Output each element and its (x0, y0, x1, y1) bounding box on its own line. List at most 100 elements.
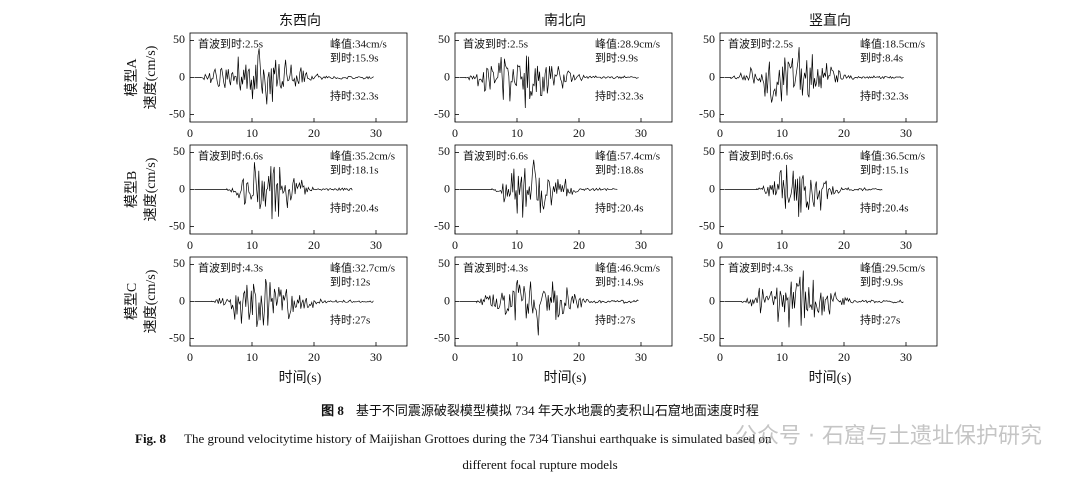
row-y-label: 速度(cm/s) (143, 157, 159, 221)
waveform (194, 48, 374, 105)
x-tick-label: 0 (452, 238, 458, 252)
row-model-label: 模型B (124, 171, 140, 208)
x-tick-label: 0 (452, 126, 458, 140)
x-tick-label: 10 (511, 126, 523, 140)
caption-en: Fig. 8 The ground velocitytime history of… (135, 431, 772, 446)
y-tick-label: -50 (699, 106, 715, 120)
caption-text-zh: 基于不同震源破裂模型模拟 734 年天水地震的麦积山石窟地面速度时程 (356, 403, 759, 418)
x-tick-label: 0 (187, 238, 193, 252)
row-model-label: 模型A (124, 58, 140, 97)
y-tick-label: -50 (434, 330, 450, 344)
annotation-arrival: 首波到时:6.6s (463, 149, 528, 163)
caption-label-en: Fig. 8 (135, 431, 167, 446)
column-title: 南北向 (544, 13, 586, 29)
annotation-peak-time: 到时:15.9s (330, 52, 379, 65)
y-tick-label: 50 (438, 256, 450, 270)
y-tick-label: 0 (709, 293, 715, 307)
waveform (724, 164, 883, 217)
axes-frame (719, 144, 938, 235)
waveform (724, 47, 904, 103)
y-tick-label: 0 (709, 181, 715, 195)
annotation-duration: 持时:32.3s (595, 89, 644, 103)
y-tick-label: 50 (438, 144, 450, 158)
y-tick-label: 50 (703, 32, 715, 46)
annotation-peak-time: 到时:9.9s (595, 52, 638, 65)
column-title: 竖直向 (809, 12, 851, 29)
watermark: 公众号 · 石窟与土遗址保护研究 (735, 424, 1042, 449)
x-axis-label: 时间(s) (544, 370, 587, 386)
caption-zh: 图 8 基于不同震源破裂模型模拟 734 年天水地震的麦积山石窟地面速度时程 (321, 403, 759, 418)
annotation-duration: 持时:20.4s (860, 201, 909, 215)
x-tick-label: 20 (838, 126, 850, 140)
annotation-peak-time: 到时:12s (330, 276, 370, 289)
annotation-duration: 持时:32.3s (860, 89, 909, 103)
annotation-duration: 持时:32.3s (330, 89, 379, 103)
x-tick-label: 10 (776, 350, 788, 364)
annotation-duration: 持时:20.4s (595, 201, 644, 215)
annotation-peak: 峰值:34cm/s (330, 38, 387, 51)
y-tick-label: 0 (444, 293, 450, 307)
x-tick-label: 0 (187, 350, 193, 364)
annotation-duration: 持时:27s (595, 313, 635, 327)
annotation-peak: 峰值:32.7cm/s (330, 262, 395, 275)
axes-frame (454, 144, 673, 235)
x-tick-label: 30 (635, 350, 647, 364)
y-tick-label: 0 (444, 69, 450, 83)
x-tick-label: 10 (246, 238, 258, 252)
annotation-peak: 峰值:29.5cm/s (860, 262, 925, 275)
axes-frame (719, 32, 938, 123)
row-y-label: 速度(cm/s) (143, 269, 159, 333)
y-tick-label: 0 (179, 69, 185, 83)
annotation-duration: 持时:20.4s (330, 201, 379, 215)
x-tick-label: 10 (511, 238, 523, 252)
y-tick-label: -50 (699, 330, 715, 344)
waveform (194, 162, 353, 220)
annotation-arrival: 首波到时:6.6s (728, 149, 793, 163)
x-tick-label: 20 (573, 350, 585, 364)
x-tick-label: 30 (635, 126, 647, 140)
y-tick-label: -50 (434, 218, 450, 232)
x-tick-label: 30 (900, 238, 912, 252)
annotation-duration: 持时:27s (860, 313, 900, 327)
y-tick-label: 50 (173, 256, 185, 270)
y-tick-label: 50 (173, 32, 185, 46)
y-tick-label: 50 (703, 256, 715, 270)
row-model-label: 模型C (124, 283, 140, 320)
annotation-peak: 峰值:28.9cm/s (595, 38, 660, 51)
annotation-peak: 峰值:46.9cm/s (595, 262, 660, 275)
y-tick-label: 50 (703, 144, 715, 158)
waveform (194, 279, 374, 327)
y-tick-label: 0 (179, 293, 185, 307)
axes-frame (454, 256, 673, 347)
caption-text-en-2: different focal rupture models (462, 457, 617, 472)
y-tick-label: 0 (709, 69, 715, 83)
y-tick-label: 0 (444, 181, 450, 195)
x-tick-label: 0 (717, 238, 723, 252)
x-tick-label: 10 (776, 126, 788, 140)
x-tick-label: 0 (452, 350, 458, 364)
x-tick-label: 0 (187, 126, 193, 140)
x-tick-label: 20 (308, 126, 320, 140)
y-tick-label: -50 (169, 218, 185, 232)
annotation-arrival: 首波到时:4.3s (728, 261, 793, 275)
waveform (459, 55, 639, 109)
annotation-arrival: 首波到时:4.3s (463, 261, 528, 275)
annotation-peak: 峰值:36.5cm/s (860, 150, 925, 163)
caption-text-en-1: The ground velocitytime history of Maiji… (184, 431, 772, 446)
annotation-arrival: 首波到时:2.5s (463, 37, 528, 51)
axes-frame (454, 32, 673, 123)
x-tick-label: 30 (370, 238, 382, 252)
x-tick-label: 10 (776, 238, 788, 252)
annotation-duration: 持时:27s (330, 313, 370, 327)
x-tick-label: 20 (838, 238, 850, 252)
axes-frame (719, 256, 938, 347)
axes-frame (189, 144, 408, 235)
waveform (459, 159, 618, 218)
annotation-peak-time: 到时:18.8s (595, 164, 644, 177)
y-tick-label: -50 (169, 330, 185, 344)
x-tick-label: 30 (900, 126, 912, 140)
x-axis-label: 时间(s) (279, 370, 322, 386)
x-tick-label: 10 (511, 350, 523, 364)
x-tick-label: 20 (573, 126, 585, 140)
